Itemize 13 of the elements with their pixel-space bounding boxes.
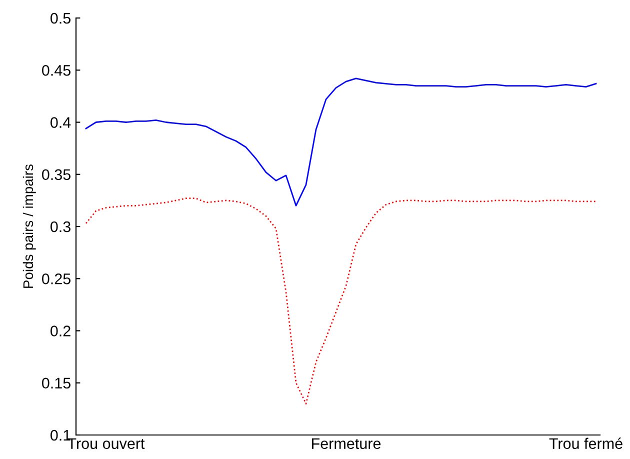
- y-tick-label: 0.45: [42, 64, 70, 76]
- y-axis-title: Poids pairs / impairs: [22, 164, 36, 288]
- y-tick-label: 0.25: [42, 273, 70, 284]
- y-tick-label: 0.35: [42, 169, 70, 180]
- line-series: [85, 198, 597, 404]
- y-tick-label: 0.5: [50, 12, 70, 24]
- x-tick-label: Fermeture: [312, 438, 381, 449]
- y-tick-label: 0.2: [50, 326, 70, 336]
- line-series: [85, 78, 597, 206]
- y-tick-label: 0.3: [50, 221, 70, 232]
- y-tick-label: 0.15: [42, 378, 70, 389]
- x-tick-label: Trou fermé: [549, 438, 622, 449]
- y-tick-label: 0.4: [50, 117, 71, 128]
